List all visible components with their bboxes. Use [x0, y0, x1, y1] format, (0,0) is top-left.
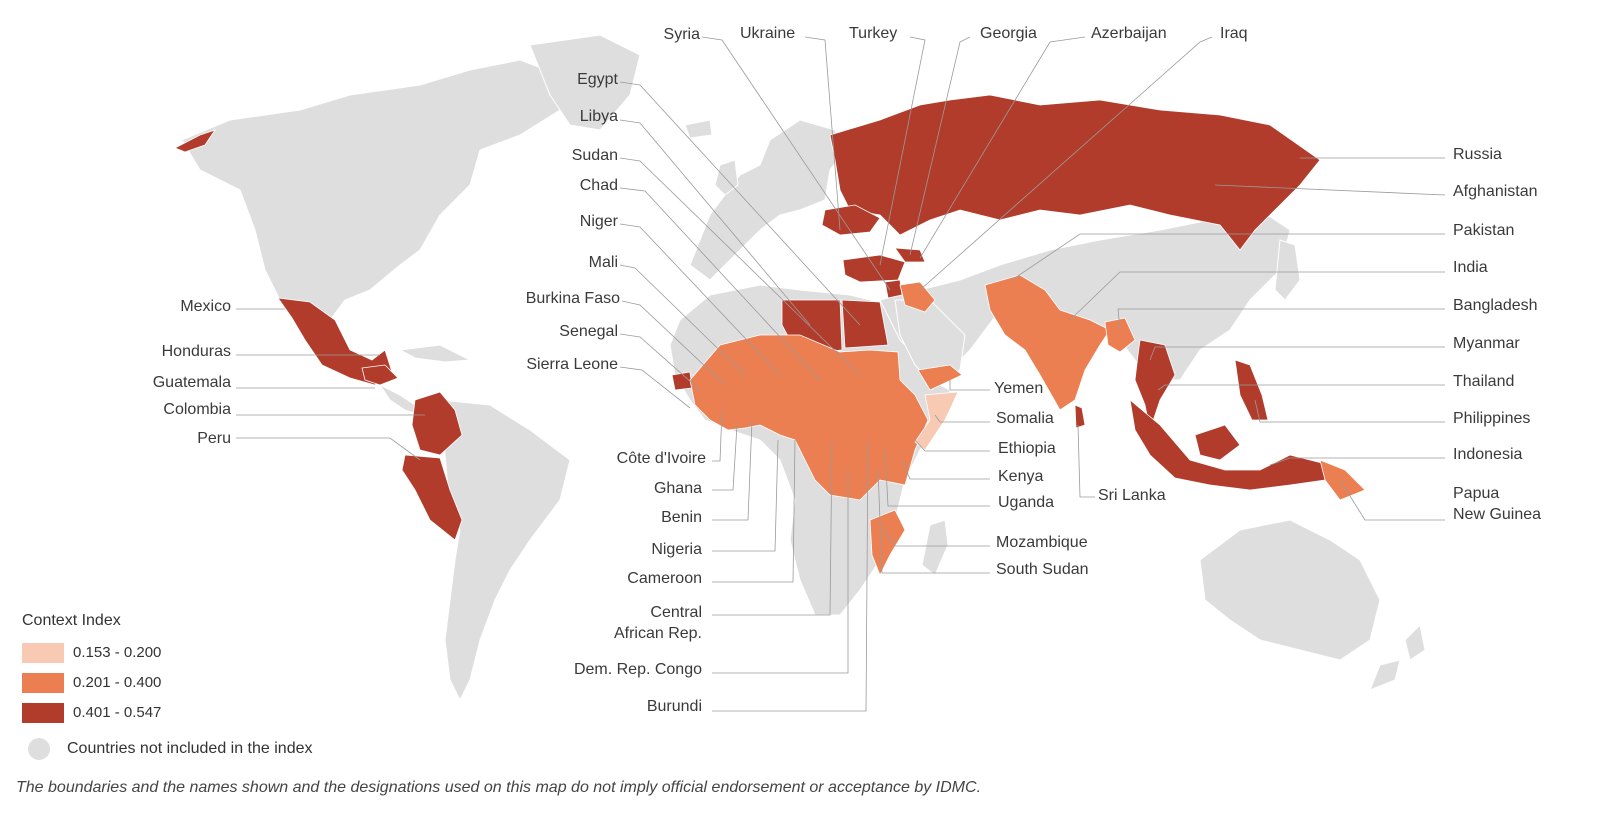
label-egypt: Egypt [577, 71, 618, 88]
label-yemen: Yemen [994, 380, 1044, 397]
label-guatemala: Guatemala [152, 374, 231, 391]
label-mozambique: Mozambique [996, 534, 1088, 551]
legend-label-high: 0.401 - 0.547 [73, 704, 162, 721]
label-senegal: Senegal [559, 323, 618, 340]
land-uk [714, 159, 739, 196]
country-mozambique [869, 509, 906, 576]
land-japan [1274, 239, 1301, 301]
land-madagascar [921, 519, 949, 576]
country-alaska-part [174, 129, 216, 153]
label-georgia: Georgia [980, 25, 1037, 42]
label-honduras: Honduras [161, 343, 231, 360]
land-caribbean [398, 344, 472, 363]
label-myanmar: Myanmar [1453, 335, 1520, 352]
label-afghanistan: Afghanistan [1453, 183, 1538, 200]
label-philippines: Philippines [1453, 410, 1531, 427]
label-sudan: Sudan [571, 147, 618, 164]
label-mali: Mali [588, 254, 618, 271]
country-indonesia [1129, 399, 1331, 491]
label-benin: Benin [661, 509, 702, 526]
map-disclaimer: The boundaries and the names shown and t… [16, 779, 982, 796]
land-north-america [181, 59, 561, 331]
label-mexico: Mexico [180, 298, 231, 315]
country-sri-lanka [1074, 404, 1086, 429]
label-cote-divoire: Côte d'Ivoire [616, 450, 706, 467]
label-cameroon: Cameroon [627, 570, 702, 587]
label-peru: Peru [197, 430, 231, 447]
label-thailand: Thailand [1453, 373, 1515, 390]
land-greenland [529, 34, 641, 131]
land-europe [689, 119, 846, 281]
country-colombia [411, 391, 463, 456]
label-sierra-leone: Sierra Leone [526, 356, 618, 373]
label-ethiopia: Ethiopia [998, 440, 1056, 457]
label-turkey: Turkey [849, 25, 898, 42]
legend-swatch-high [22, 703, 64, 723]
country-syria [884, 279, 903, 299]
country-philippines [1234, 359, 1269, 421]
label-png-line2: New Guinea [1453, 506, 1542, 523]
label-uganda: Uganda [998, 494, 1055, 511]
label-png-line1: Papua [1453, 485, 1500, 502]
country-egypt [841, 299, 889, 349]
country-peru [401, 454, 463, 541]
country-somalia [914, 391, 959, 451]
label-niger: Niger [579, 213, 618, 230]
legend-label-low: 0.153 - 0.200 [73, 644, 162, 661]
country-russia [829, 94, 1321, 251]
label-sri-lanka: Sri Lanka [1098, 487, 1166, 504]
legend-label-not-included: Countries not included in the index [67, 740, 313, 757]
country-bangladesh [1104, 317, 1136, 353]
label-colombia: Colombia [163, 401, 231, 418]
label-indonesia: Indonesia [1453, 446, 1523, 463]
country-turkey [842, 254, 906, 283]
legend-dot-not-included [28, 738, 50, 760]
leader-lines [236, 36, 1446, 712]
label-libya: Libya [579, 108, 618, 125]
label-burkina-faso: Burkina Faso [525, 290, 620, 307]
country-papua-new-guinea [1319, 459, 1366, 501]
country-guatemala-honduras [361, 364, 399, 386]
label-syria: Syria [663, 26, 700, 43]
label-ukraine: Ukraine [740, 25, 796, 42]
land-iceland [684, 119, 713, 139]
label-chad: Chad [579, 177, 618, 194]
country-pakistan-india [984, 274, 1111, 411]
legend-swatch-mid [22, 673, 64, 693]
country-ukraine [821, 204, 881, 236]
label-drc: Dem. Rep. Congo [573, 661, 702, 678]
label-pakistan: Pakistan [1453, 222, 1515, 239]
label-iraq: Iraq [1220, 25, 1248, 42]
land-new-zealand [1369, 623, 1426, 691]
country-west-africa [689, 334, 929, 501]
country-senegal [671, 371, 693, 391]
legend-title: Context Index [22, 612, 121, 629]
label-nigeria: Nigeria [651, 541, 702, 558]
label-kenya: Kenya [998, 468, 1044, 485]
country-yemen [917, 364, 963, 391]
label-azerbaijan: Azerbaijan [1091, 25, 1167, 42]
included-countries [174, 94, 1366, 576]
label-burundi: Burundi [646, 698, 702, 715]
legend-label-mid: 0.201 - 0.400 [73, 674, 162, 691]
label-ghana: Ghana [653, 480, 702, 497]
label-somalia: Somalia [996, 410, 1054, 427]
land-south-america [439, 399, 571, 702]
legend-swatch-low [22, 643, 64, 663]
label-bangladesh: Bangladesh [1453, 297, 1538, 314]
label-car-line1: Central [650, 604, 702, 621]
label-india: India [1453, 259, 1488, 276]
country-iraq [899, 281, 936, 313]
land-australia [1199, 519, 1381, 661]
label-car-line2: African Rep. [613, 625, 702, 642]
label-south-sudan: South Sudan [996, 561, 1089, 578]
label-russia: Russia [1453, 146, 1502, 163]
